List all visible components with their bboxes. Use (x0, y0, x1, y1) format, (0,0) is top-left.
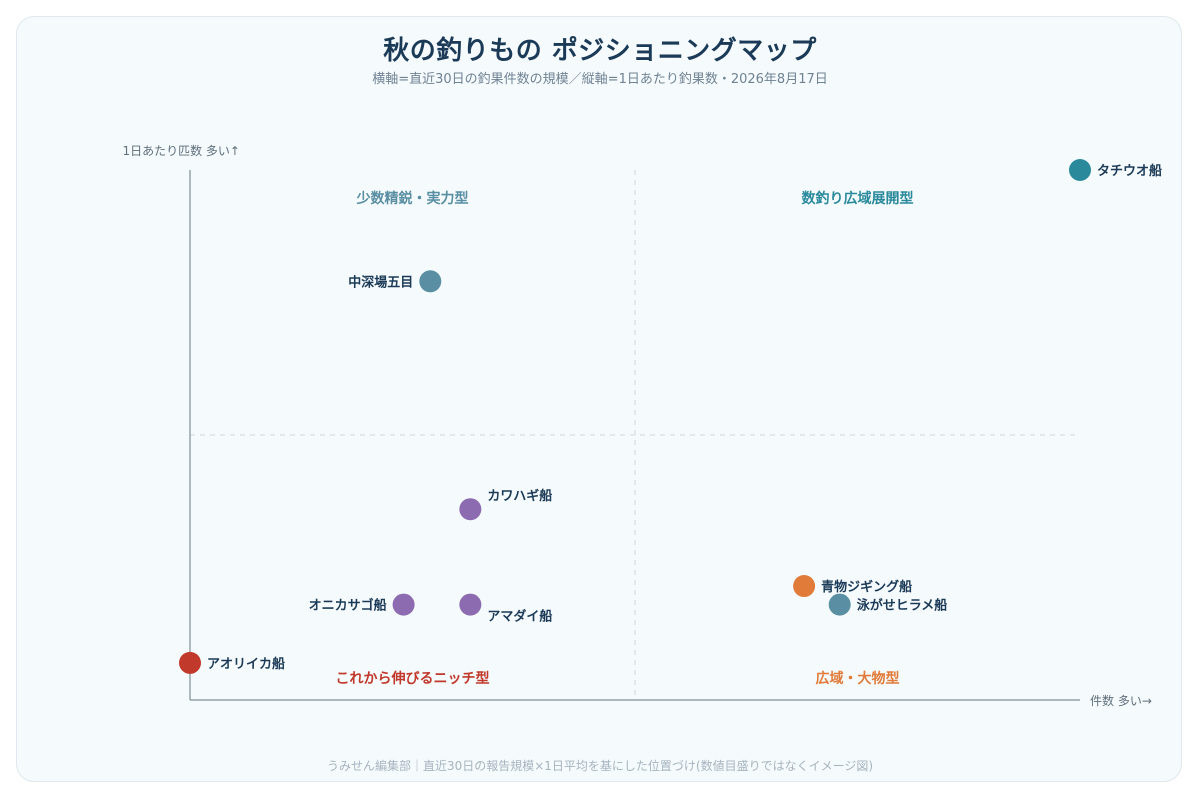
data-point-label: カワハギ船 (487, 488, 552, 504)
y-axis-label: 1日あたり匹数 多い↑ (122, 143, 240, 158)
chart-footer-note: うみせん編集部｜直近30日の報告規模×1日平均を基にした位置づけ(数値目盛りでは… (326, 759, 874, 773)
x-axis-label: 件数 多い→ (1090, 693, 1152, 708)
quadrant-label-bottom-right: 広域・大物型 (816, 670, 900, 687)
quadrant-label-top-right: 数釣り広域展開型 (802, 190, 914, 207)
data-point-label: アオリイカ船 (207, 656, 285, 672)
data-point-label: オニカサゴ船 (309, 598, 387, 614)
data-point-label: タチウオ船 (1097, 163, 1162, 179)
data-point-marker (459, 593, 482, 616)
chart-card (16, 16, 1182, 782)
quadrant-label-top-left: 少数精鋭・実力型 (356, 190, 469, 207)
data-point-marker (1069, 159, 1091, 181)
data-point-marker (419, 270, 442, 293)
data-point-marker (392, 593, 415, 616)
data-point-label: 中深場五目 (348, 274, 413, 290)
data-point-marker (793, 575, 816, 598)
chart-title: 秋の釣りもの ポジショニングマップ (383, 36, 817, 66)
data-point-marker (828, 593, 851, 616)
data-point-label: アマダイ船 (487, 609, 552, 625)
data-point-label: 青物ジギング船 (821, 579, 912, 595)
quadrant-dividers (190, 170, 1080, 700)
axes: 1日あたり匹数 多い↑ 件数 多い→ (122, 143, 1151, 708)
quadrant-label-bottom-left: これから伸びるニッチ型 (336, 670, 490, 687)
chart-subtitle: 横軸=直近30日の釣果件数の規模／縦軸=1日あたり釣果数・2026年8月17日 (372, 72, 828, 87)
data-point-marker (459, 498, 482, 521)
data-point-label: 泳がせヒラメ船 (857, 598, 948, 614)
data-point-marker (179, 651, 201, 674)
